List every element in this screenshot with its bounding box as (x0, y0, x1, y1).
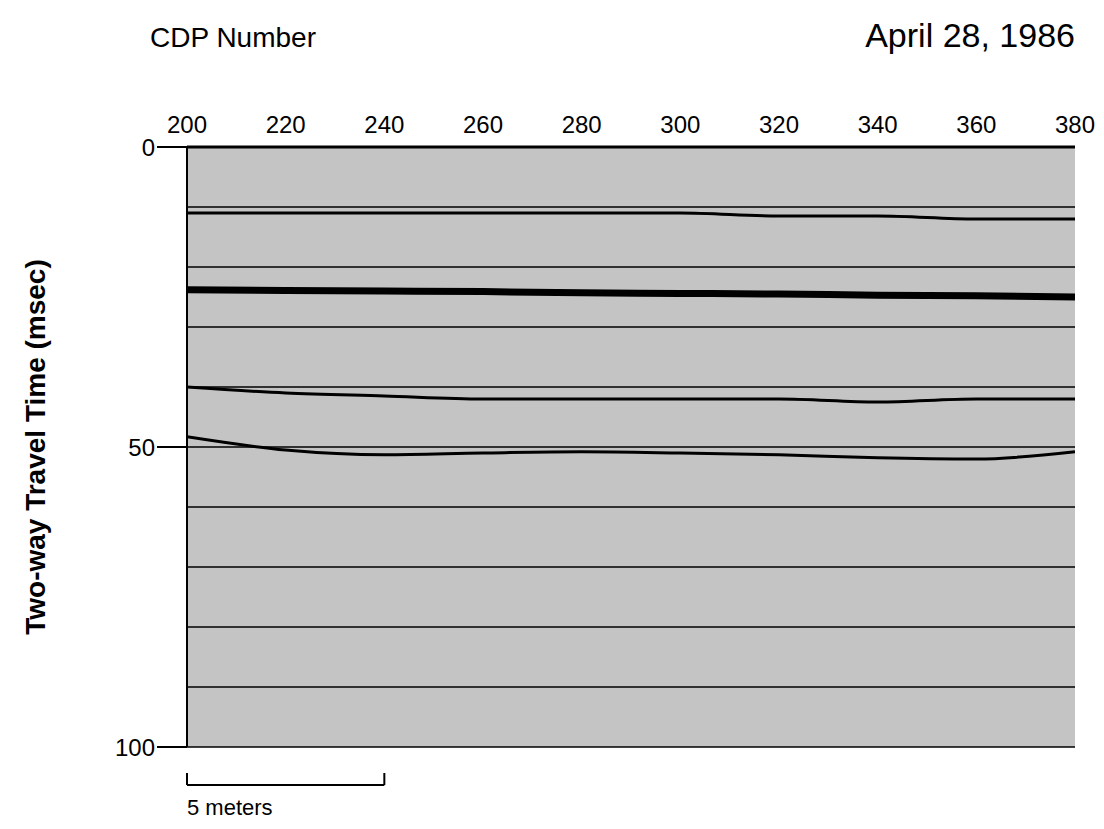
html-text:5 meters: 5 meters (187, 795, 273, 820)
svg-text:320: 320 (759, 111, 799, 138)
svg-text:Two-way Travel Time (msec): Two-way Travel Time (msec) (20, 259, 51, 635)
svg-text:50: 50 (128, 434, 155, 461)
svg-text:280: 280 (562, 111, 602, 138)
html-text:CDP Number: CDP Number (150, 22, 316, 53)
svg-text:300: 300 (660, 111, 700, 138)
html-text:April 28, 1986: April 28, 1986 (865, 16, 1075, 54)
svg-text:240: 240 (364, 111, 404, 138)
svg-text:380: 380 (1055, 111, 1095, 138)
svg-text:0: 0 (142, 134, 155, 161)
svg-text:100: 100 (115, 734, 155, 761)
svg-text:200: 200 (167, 111, 207, 138)
svg-text:220: 220 (266, 111, 306, 138)
svg-text:260: 260 (463, 111, 503, 138)
svg-text:360: 360 (956, 111, 996, 138)
svg-text:340: 340 (858, 111, 898, 138)
